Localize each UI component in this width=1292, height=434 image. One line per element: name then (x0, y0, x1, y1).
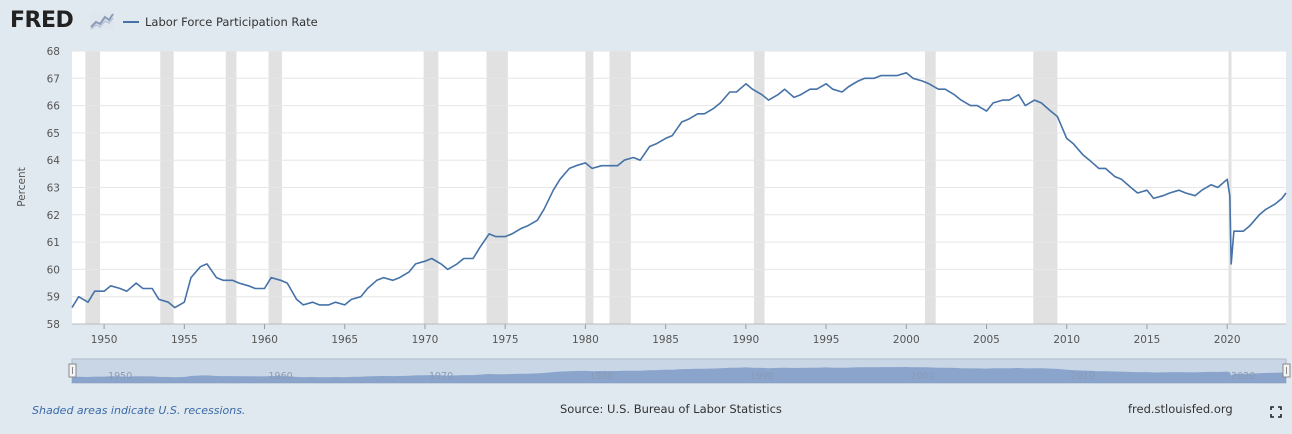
y-tick-label: 65 (47, 128, 60, 140)
chart-header: FRED Labor Force Participation Rate (0, 0, 1292, 46)
navigator-tick-label: 2010 (1071, 371, 1095, 382)
x-tick-label: 1955 (171, 334, 198, 346)
legend-swatch (123, 21, 139, 23)
x-tick-label: 2020 (1214, 334, 1241, 346)
x-tick-label: 1980 (572, 334, 599, 346)
navigator-tick-label: 1990 (750, 371, 774, 382)
recession-note: Shaded areas indicate U.S. recessions. (32, 404, 246, 417)
y-tick-label: 61 (47, 237, 60, 249)
navigator-tick-label: 1960 (269, 371, 293, 382)
legend[interactable]: Labor Force Participation Rate (123, 15, 318, 29)
fred-logo[interactable]: FRED (10, 8, 74, 33)
y-tick-label: 63 (47, 183, 60, 195)
y-axis-title: Percent (16, 167, 28, 207)
y-tick-label: 59 (47, 292, 60, 304)
x-axis: 1950 1955 1960 1965 1970 1975 1980 1985 1990 1995… (72, 323, 1286, 346)
legend-label: Labor Force Participation Rate (145, 15, 318, 29)
trend-graph-icon (90, 12, 114, 30)
navigator-tick-label: 2000 (910, 371, 934, 382)
navigator-tick-label: 1980 (589, 371, 613, 382)
x-tick-label: 1950 (91, 334, 118, 346)
series-line-layer[interactable] (71, 72, 1287, 309)
range-navigator[interactable]: 1950 1960 1970 1980 1990 2000 2010 2020 (68, 358, 1291, 384)
y-axis: 58 59 60 61 62 63 64 65 66 67 68 (47, 46, 61, 331)
y-tick-label: 62 (47, 210, 60, 222)
y-tick-label: 58 (47, 319, 60, 331)
x-tick-label: 1995 (813, 334, 840, 346)
navigator-tick-label: 1970 (429, 371, 453, 382)
y-tick-label: 68 (47, 46, 60, 58)
y-tick-label: 64 (47, 155, 61, 167)
y-tick-label: 60 (47, 264, 60, 276)
x-tick-label: 2000 (893, 334, 920, 346)
x-tick-label: 1960 (251, 334, 278, 346)
x-tick-label: 2005 (973, 334, 1000, 346)
series-line[interactable] (71, 72, 1287, 309)
fullscreen-icon[interactable] (1270, 406, 1282, 418)
site-link[interactable]: fred.stlouisfed.org (1128, 402, 1233, 416)
source-text: Source: U.S. Bureau of Labor Statistics (560, 402, 782, 416)
y-tick-label: 66 (47, 101, 61, 113)
x-tick-label: 1975 (492, 334, 519, 346)
x-tick-label: 2015 (1134, 334, 1161, 346)
x-tick-label: 1965 (331, 334, 358, 346)
x-tick-label: 2010 (1053, 334, 1080, 346)
navigator-tick-label: 1950 (108, 371, 132, 382)
x-tick-label: 1970 (412, 334, 439, 346)
x-tick-label: 1990 (732, 334, 759, 346)
navigator-series-area (72, 367, 1286, 383)
x-tick-label: 1985 (652, 334, 679, 346)
navigator-tick-label: 2020 (1231, 371, 1255, 382)
y-tick-label: 67 (47, 73, 60, 85)
